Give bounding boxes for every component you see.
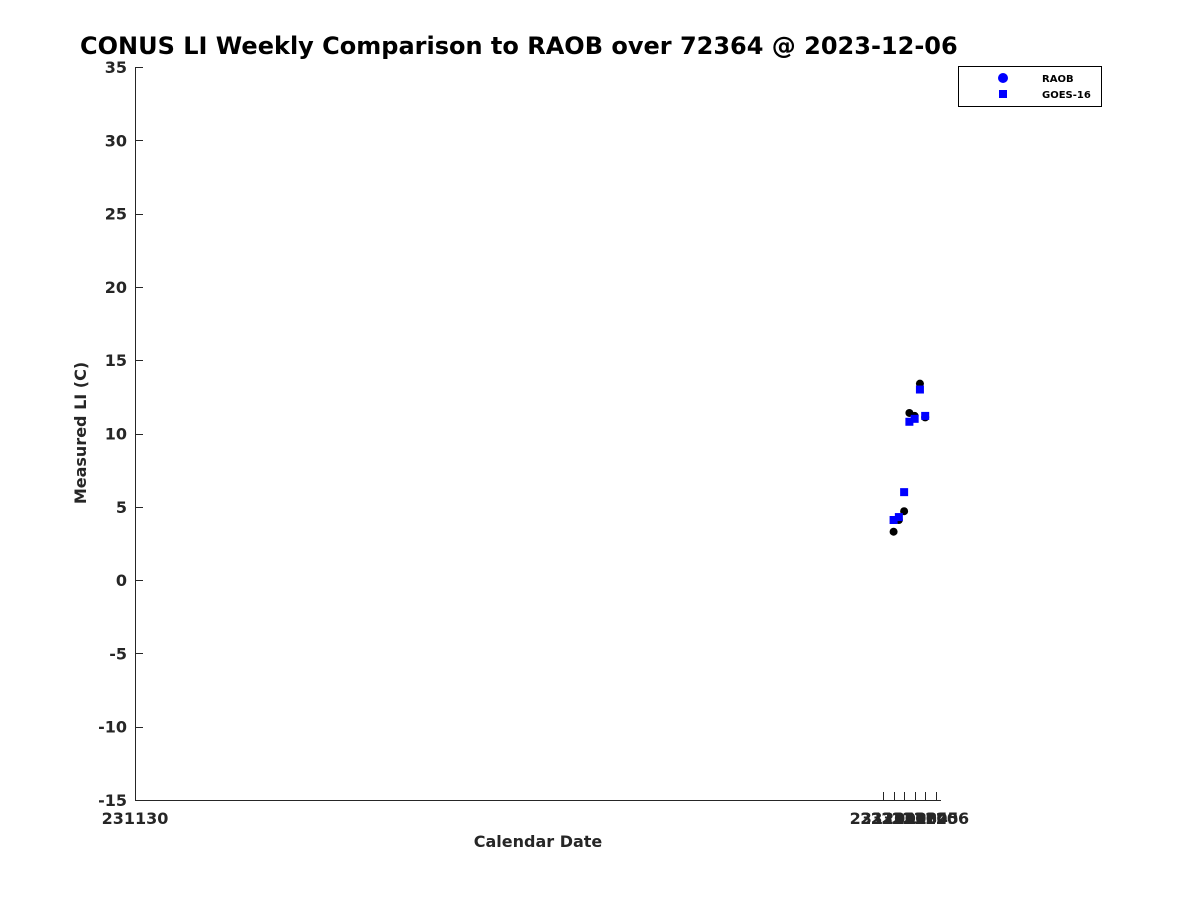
goes16-point bbox=[910, 414, 919, 423]
x-ticks: 231130 2312012312022312032312042312052312… bbox=[102, 792, 969, 828]
goes16-point bbox=[921, 411, 930, 420]
y-tick-label: 30 bbox=[105, 131, 127, 150]
x-tick-label: 231202 bbox=[860, 809, 927, 828]
y-ticks: -15 -10 -5 0 5 10 15 20 25 30 35 bbox=[98, 58, 143, 810]
y-tick-label: 15 bbox=[105, 351, 127, 370]
y-tick-label: -15 bbox=[98, 791, 127, 810]
x-tick-label: 231206 bbox=[902, 809, 969, 828]
y-tick-label: -10 bbox=[98, 718, 127, 737]
legend-marker-raob bbox=[998, 73, 1008, 83]
legend-marker-goes16 bbox=[999, 90, 1007, 98]
y-tick-label: 5 bbox=[116, 498, 127, 517]
y-tick-label: 0 bbox=[116, 571, 127, 590]
y-tick-label: 10 bbox=[105, 425, 127, 444]
goes16-point bbox=[905, 417, 914, 426]
y-tick-label: -5 bbox=[109, 644, 127, 663]
axes bbox=[135, 67, 941, 801]
x-tick-label: 231204 bbox=[881, 809, 948, 828]
legend-label-raob: RAOB bbox=[1042, 74, 1074, 85]
goes16-point bbox=[900, 488, 909, 497]
x-tick-label: 231205 bbox=[892, 809, 959, 828]
legend-box bbox=[958, 66, 1102, 107]
legend-label-goes16: GOES-16 bbox=[1042, 90, 1091, 101]
data-points bbox=[889, 379, 930, 536]
raob-point bbox=[889, 527, 898, 536]
chart-title: CONUS LI Weekly Comparison to RAOB over … bbox=[80, 32, 958, 60]
x-tick-label: 231203 bbox=[871, 809, 938, 828]
x-tick-label: 231201 bbox=[850, 809, 917, 828]
y-tick-label: 25 bbox=[105, 205, 127, 224]
x-axis-label: Calendar Date bbox=[474, 832, 603, 851]
y-tick-label: 20 bbox=[105, 278, 127, 297]
y-tick-label: 35 bbox=[105, 58, 127, 77]
legend: RAOB GOES-16 bbox=[958, 66, 1102, 107]
goes16-point bbox=[894, 513, 903, 522]
goes16-point bbox=[889, 515, 898, 524]
goes16-point bbox=[915, 385, 924, 394]
x-tick-label: 231130 bbox=[102, 809, 169, 828]
y-axis-label: Measured LI (C) bbox=[71, 362, 90, 504]
